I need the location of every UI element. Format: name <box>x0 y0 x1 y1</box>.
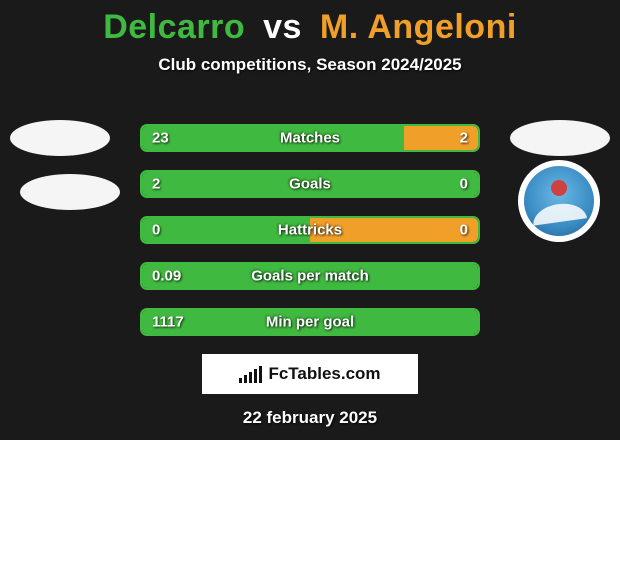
stat-row: Hattricks 0 0 <box>140 216 480 244</box>
brand-bar-segment <box>239 378 242 383</box>
footer-whitespace <box>0 440 620 580</box>
club-right-badge <box>518 160 600 242</box>
bar-value-left: 1117 <box>152 314 184 331</box>
comparison-infographic: Delcarro vs M. Angeloni Club competition… <box>0 0 620 580</box>
bar-value-right: 0 <box>460 176 468 193</box>
brand-text: FcTables.com <box>268 364 380 384</box>
stat-row: Min per goal 1117 <box>140 308 480 336</box>
bar-fill-left <box>142 126 404 150</box>
bar-value-left: 0 <box>152 222 160 239</box>
stat-row: Goals per match 0.09 <box>140 262 480 290</box>
club-badge-inner <box>524 166 594 236</box>
bar-label: Goals per match <box>251 268 369 285</box>
snapshot-date: 22 february 2025 <box>0 408 620 428</box>
player-right-avatar-placeholder <box>510 120 610 156</box>
stat-row: Goals 2 0 <box>140 170 480 198</box>
bar-value-left: 0.09 <box>152 268 181 285</box>
club-badge-ball-icon <box>551 180 567 196</box>
subtitle: Club competitions, Season 2024/2025 <box>0 55 620 75</box>
stat-row: Matches 23 2 <box>140 124 480 152</box>
page-title: Delcarro vs M. Angeloni <box>0 0 620 47</box>
bar-value-left: 23 <box>152 130 169 147</box>
club-badge-wave-icon <box>531 200 587 225</box>
bar-value-right: 0 <box>460 222 468 239</box>
bar-chart-icon <box>239 365 262 383</box>
brand-watermark: FcTables.com <box>202 354 418 394</box>
brand-bar-segment <box>254 369 257 383</box>
stat-bars: Matches 23 2 Goals 2 0 Hattricks 0 0 Goals per ma… <box>140 124 480 354</box>
bar-label: Goals <box>289 176 331 193</box>
bar-label: Matches <box>280 130 340 147</box>
title-vs: vs <box>263 8 302 46</box>
title-player-right: M. Angeloni <box>320 8 517 46</box>
brand-bar-segment <box>259 366 262 383</box>
brand-bar-segment <box>244 375 247 383</box>
title-player-left: Delcarro <box>103 8 245 46</box>
bar-value-left: 2 <box>152 176 160 193</box>
brand-bar-segment <box>249 372 252 383</box>
bar-value-right: 2 <box>460 130 468 147</box>
bar-label: Hattricks <box>278 222 342 239</box>
player-left-avatar-placeholder <box>10 120 110 156</box>
club-left-avatar-placeholder <box>20 174 120 210</box>
bar-label: Min per goal <box>266 314 354 331</box>
